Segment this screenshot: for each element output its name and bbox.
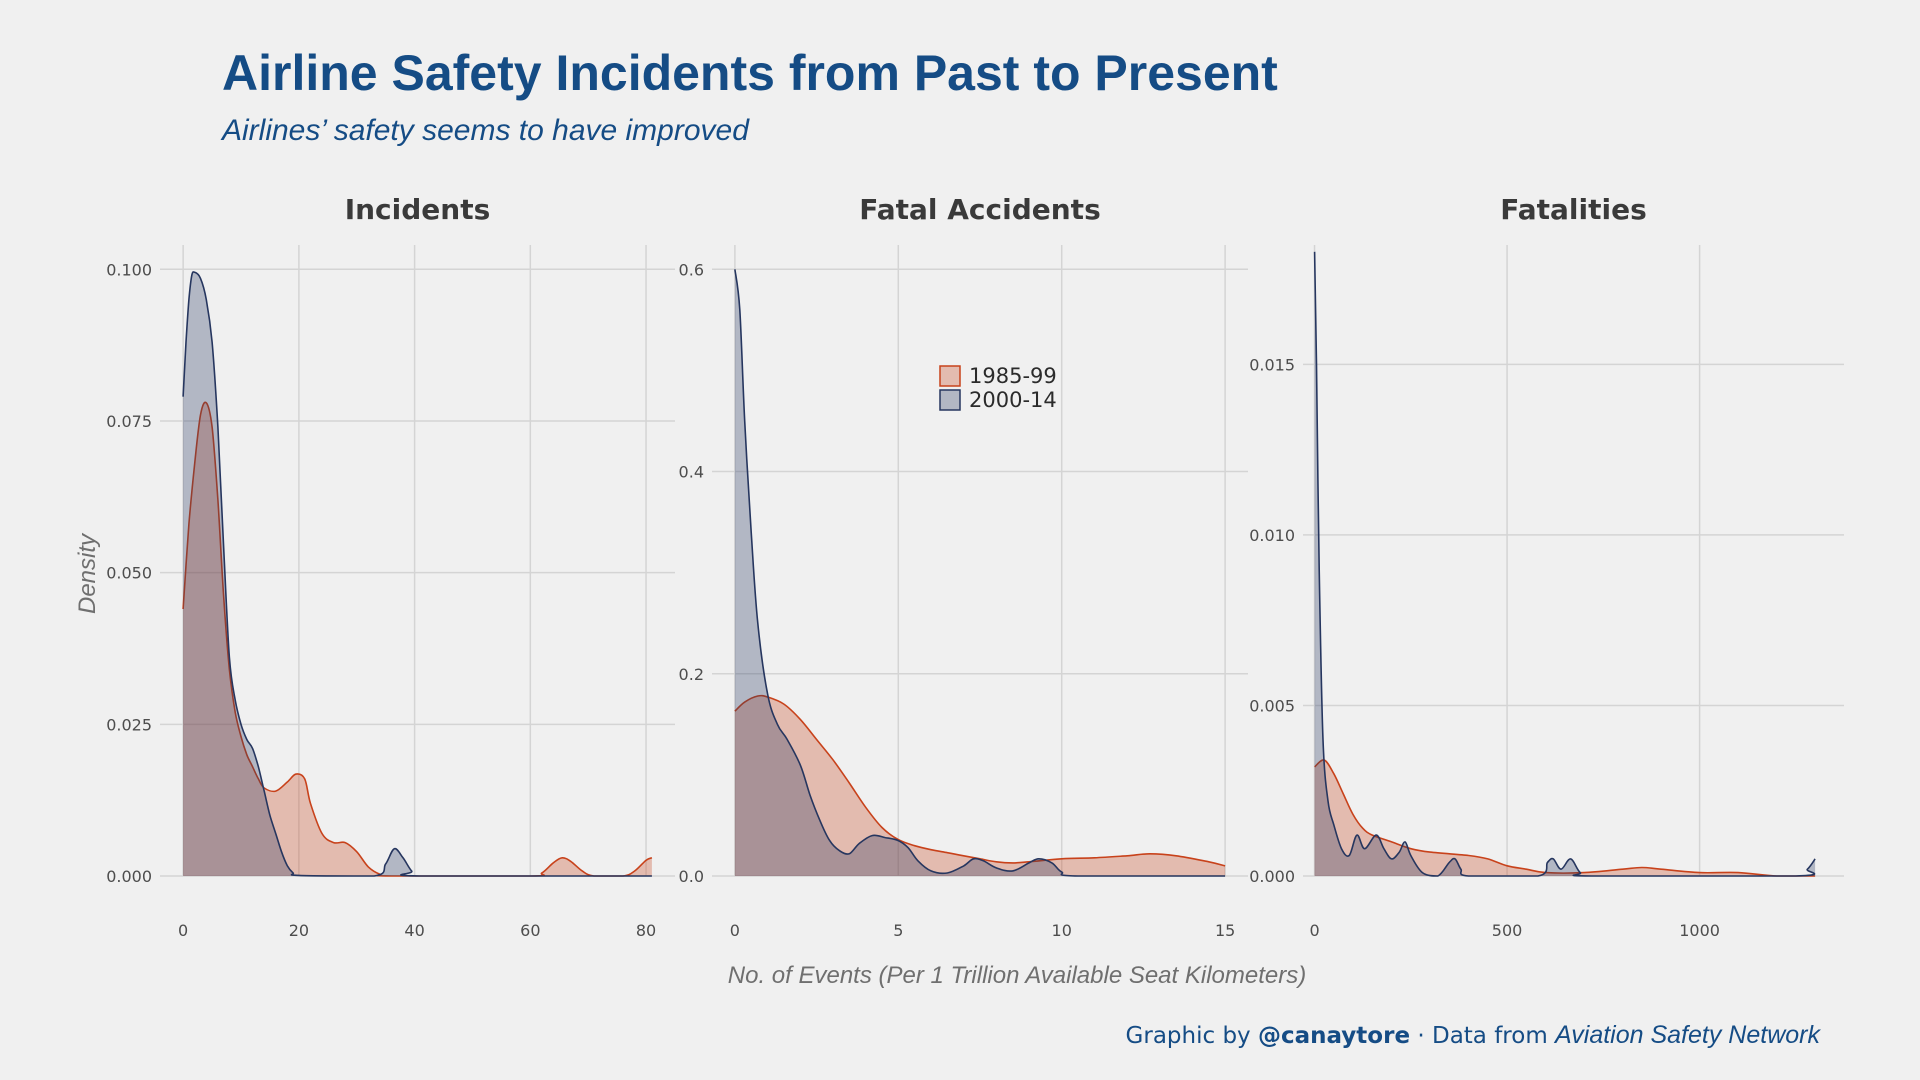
y-tick-label: 0.6 [679,260,704,279]
x-tick-label: 40 [404,921,424,940]
x-tick-label: 0 [178,921,188,940]
x-tick-label: 10 [1052,921,1072,940]
density-area-1985-99 [734,695,1226,876]
panel-title: Fatalities [1500,193,1647,226]
y-tick-label: 0.0 [679,867,704,886]
x-tick-label: 20 [289,921,309,940]
y-tick-label: 0.010 [1249,526,1295,545]
density-line-2000-14 [182,271,652,877]
y-tick-label: 0.000 [1249,867,1295,886]
density-line-2000-14 [734,269,1226,877]
caption: Graphic by @canaytore · Data from Aviati… [1126,1021,1820,1050]
legend-swatch-2000-14 [939,389,961,411]
legend-swatch-1985-99 [939,365,961,387]
caption-prefix: Graphic by [1125,1023,1258,1049]
caption-middle: · Data from [1410,1023,1556,1049]
panel-1: 0 5 10 15 0.0 0.2 0.4 0.6 Fatal Accidents [679,193,1248,940]
y-tick-label: 0.025 [106,715,152,734]
x-axis-title: No. of Events (Per 1 Trillion Available … [728,962,1306,989]
chart-title: Airline Safety Incidents from Past to Pr… [222,45,1278,101]
chart-panels: 0 20 40 60 800.0000.0250.0500.0750.100Incide… [106,193,1844,940]
panel-0: 0 20 40 60 80 0.000 0.025 0.050 0.075 0.100 Incide… [106,193,675,940]
x-tick-label: 500 [1492,921,1523,940]
y-tick-label: 0.015 [1249,355,1295,374]
x-tick-label: 15 [1215,921,1235,940]
x-tick-label: 5 [893,921,903,940]
density-line-2000-14 [1313,251,1816,877]
y-tick-label: 0.075 [106,412,152,431]
y-tick-label: 0.005 [1249,696,1295,715]
legend-label-1985-99: 1985-99 [969,364,1057,388]
density-area-2000-14 [1314,251,1816,877]
x-tick-label: 0 [730,921,740,940]
y-tick-label: 0.2 [679,665,704,684]
y-tick-label: 0.000 [106,867,152,886]
density-line-1985-99 [1314,759,1816,877]
panel-title: Incidents [345,193,491,226]
x-tick-label: 1000 [1679,921,1720,940]
caption-author: @canaytore [1257,1023,1411,1049]
density-line-1985-99 [182,401,653,877]
density-area-1985-99 [183,402,652,876]
x-tick-label: 0 [1309,921,1319,940]
density-area-2000-14 [734,269,1226,876]
density-line-1985-99 [734,694,1226,867]
chart-subtitle: Airlines’ safety seems to have improved [222,114,749,147]
density-area-1985-99 [1314,759,1816,876]
y-tick-label: 0.050 [106,564,152,583]
y-tick-label: 0.100 [106,260,152,279]
y-tick-label: 0.4 [679,463,704,482]
panel-title: Fatal Accidents [859,193,1101,226]
y-axis-title: Density [74,532,101,614]
density-area-2000-14 [183,271,652,876]
x-tick-label: 60 [520,921,540,940]
x-tick-label: 80 [636,921,656,940]
legend-label-2000-14: 2000-14 [969,388,1057,412]
panel-2: 0 500 1000 0.000 0.005 0.010 0.015 Fatalities [1249,193,1844,940]
caption-source: Aviation Safety Network [1555,1021,1820,1049]
